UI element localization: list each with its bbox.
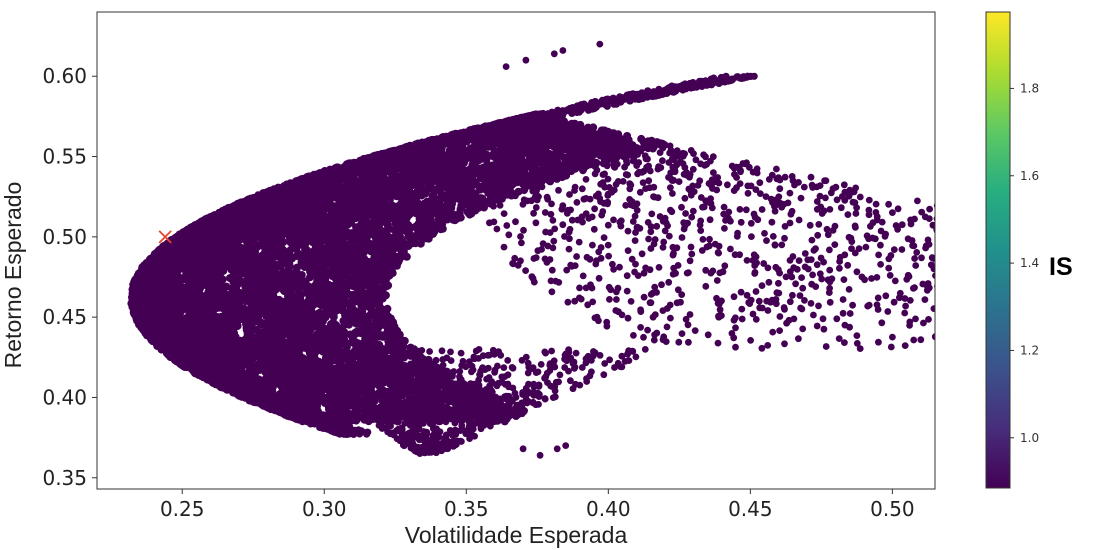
plot-area xyxy=(127,40,935,459)
scatter-cloud xyxy=(127,72,935,457)
scatter-point xyxy=(416,239,425,248)
